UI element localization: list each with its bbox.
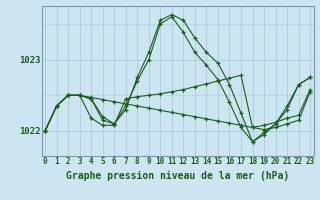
X-axis label: Graphe pression niveau de la mer (hPa): Graphe pression niveau de la mer (hPa) <box>66 171 289 181</box>
